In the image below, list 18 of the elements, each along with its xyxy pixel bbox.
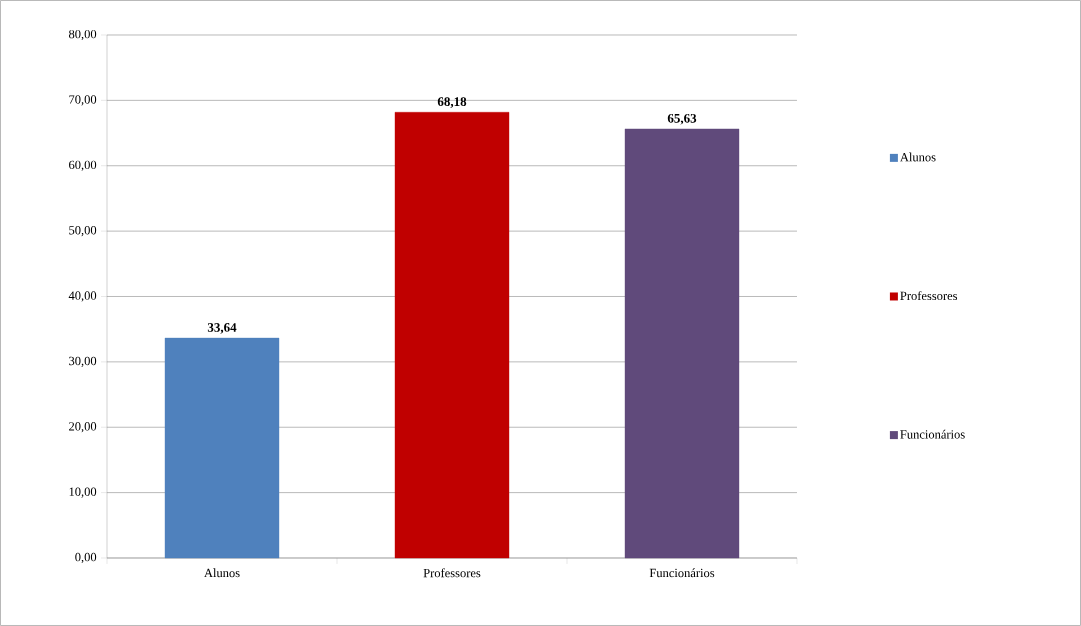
legend-label: Professores (900, 291, 958, 301)
x-tick-label: Funcionários (649, 568, 715, 578)
y-tick-label: 60,00 (69, 160, 97, 171)
y-tick-label: 30,00 (69, 356, 97, 367)
legend-label: Alunos (900, 152, 936, 162)
y-tick-label: 70,00 (69, 95, 97, 106)
x-tick-label: Professores (423, 568, 481, 578)
data-label: 33,64 (207, 323, 237, 334)
y-tick-label: 80,00 (68, 29, 97, 41)
y-tick-label: 20,00 (69, 422, 97, 433)
x-tick-label: Alunos (204, 568, 240, 578)
y-tick-label: 50,00 (69, 226, 97, 237)
y-tick-label: 10,00 (69, 487, 97, 498)
legend-label: Funcionários (900, 429, 965, 439)
y-tick-label: 40,00 (68, 291, 97, 302)
y-tick-label: 0,00 (75, 552, 97, 564)
data-label: 65,63 (667, 113, 697, 125)
data-label: 68,18 (437, 97, 467, 108)
